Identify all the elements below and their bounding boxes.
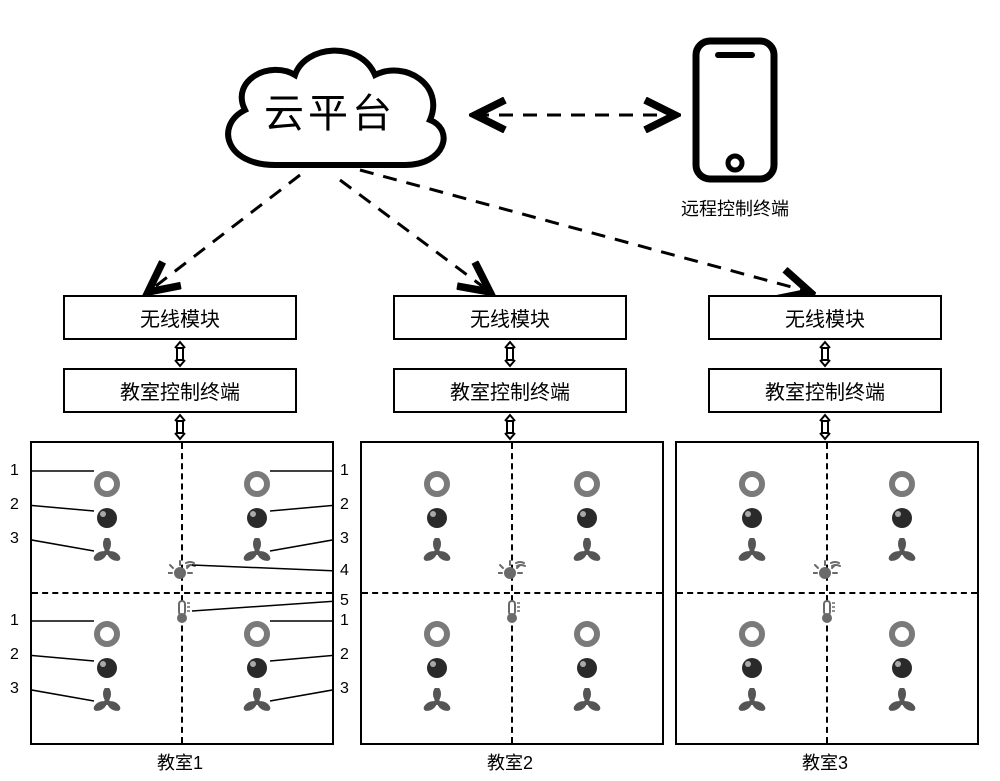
temp-sensor-icon	[815, 599, 839, 625]
ring-light-icon	[888, 470, 916, 498]
quadrant	[512, 443, 662, 593]
room-label: 教室2	[360, 749, 660, 775]
ring-light-icon	[573, 620, 601, 648]
ring-light-icon	[93, 620, 121, 648]
quadrant	[182, 593, 332, 743]
fan-icon	[738, 538, 766, 566]
legend-num: 1	[10, 613, 19, 629]
bidir-arrow	[675, 340, 975, 368]
quadrant	[32, 443, 182, 593]
legend-num: 3	[340, 681, 349, 697]
quadrant	[512, 593, 662, 743]
classroom-ctrl-box: 教室控制终端	[708, 368, 942, 413]
column-room2: 无线模块 教室控制终端	[360, 295, 660, 775]
bidir-arrow	[30, 413, 330, 441]
lamp-dot-icon	[573, 504, 601, 532]
ring-light-icon	[888, 620, 916, 648]
classroom-ctrl-box: 教室控制终端	[393, 368, 627, 413]
lamp-dot-icon	[423, 654, 451, 682]
bidir-arrow	[360, 413, 660, 441]
legend-num: 5	[340, 593, 349, 609]
legend-num: 1	[10, 463, 19, 479]
legend-num: 3	[340, 531, 349, 547]
ring-light-icon	[243, 470, 271, 498]
lamp-dot-icon	[888, 654, 916, 682]
bidir-arrow	[30, 340, 330, 368]
fan-icon	[888, 538, 916, 566]
room-label: 教室1	[30, 749, 330, 775]
legend-num: 2	[340, 497, 349, 513]
legend-num: 2	[10, 647, 19, 663]
light-sensor-icon	[498, 557, 526, 585]
legend-num: 3	[10, 531, 19, 547]
lamp-dot-icon	[888, 504, 916, 532]
quadrant	[362, 593, 512, 743]
quadrant	[32, 593, 182, 743]
bidir-arrow	[675, 413, 975, 441]
room-label: 教室3	[675, 749, 975, 775]
temp-sensor-icon	[170, 599, 194, 625]
quadrant	[182, 443, 332, 593]
phone-icon	[690, 35, 780, 185]
arrow-cloud-room2	[340, 180, 490, 292]
ring-light-icon	[93, 470, 121, 498]
ring-light-icon	[243, 620, 271, 648]
cloud-platform: 云平台	[195, 25, 465, 195]
ring-light-icon	[423, 620, 451, 648]
lamp-dot-icon	[423, 504, 451, 532]
fan-icon	[573, 688, 601, 716]
lamp-dot-icon	[243, 504, 271, 532]
fan-icon	[243, 688, 271, 716]
quadrant	[677, 443, 827, 593]
legend-num: 1	[340, 463, 349, 479]
bidir-arrow	[360, 340, 660, 368]
fan-icon	[243, 538, 271, 566]
legend-num: 4	[340, 563, 349, 579]
ring-light-icon	[738, 620, 766, 648]
quadrant	[827, 443, 977, 593]
light-sensor-icon	[813, 557, 841, 585]
legend-num: 2	[10, 497, 19, 513]
room-3	[675, 441, 979, 745]
light-sensor-icon	[168, 557, 196, 585]
lamp-dot-icon	[573, 654, 601, 682]
cloud-label: 云平台	[195, 25, 465, 195]
remote-terminal-phone	[690, 35, 780, 185]
temp-sensor-icon	[500, 599, 524, 625]
lamp-dot-icon	[93, 654, 121, 682]
fan-icon	[888, 688, 916, 716]
lamp-dot-icon	[738, 654, 766, 682]
column-room1: 无线模块 教室控制终端	[30, 295, 330, 775]
ring-light-icon	[573, 470, 601, 498]
wireless-module-box: 无线模块	[63, 295, 297, 340]
diagram-canvas: 云平台 远程控制终端 无线模块	[20, 20, 980, 760]
wireless-module-box: 无线模块	[393, 295, 627, 340]
room-1: 1 2 3 1 2 3 4 5 1 2 3 1 2 3	[30, 441, 334, 745]
fan-icon	[573, 538, 601, 566]
fan-icon	[423, 538, 451, 566]
fan-icon	[423, 688, 451, 716]
lamp-dot-icon	[738, 504, 766, 532]
fan-icon	[93, 688, 121, 716]
top-arrows	[20, 20, 980, 320]
legend-num: 2	[340, 647, 349, 663]
room-2	[360, 441, 664, 745]
ring-light-icon	[738, 470, 766, 498]
fan-icon	[738, 688, 766, 716]
legend-num: 3	[10, 681, 19, 697]
column-room3: 无线模块 教室控制终端	[675, 295, 975, 775]
quadrant	[677, 593, 827, 743]
quadrant	[827, 593, 977, 743]
wireless-module-box: 无线模块	[708, 295, 942, 340]
quadrant	[362, 443, 512, 593]
fan-icon	[93, 538, 121, 566]
legend-num: 1	[340, 613, 349, 629]
ring-light-icon	[423, 470, 451, 498]
lamp-dot-icon	[243, 654, 271, 682]
phone-label: 远程控制终端	[650, 195, 820, 221]
classroom-ctrl-box: 教室控制终端	[63, 368, 297, 413]
lamp-dot-icon	[93, 504, 121, 532]
